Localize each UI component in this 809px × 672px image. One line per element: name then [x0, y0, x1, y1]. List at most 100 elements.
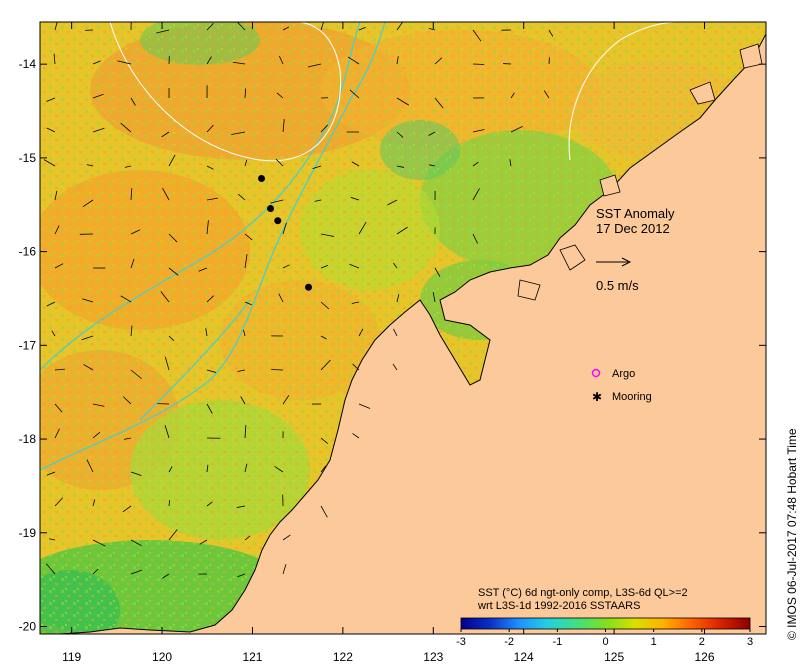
current-vector — [393, 262, 398, 269]
current-vector — [396, 22, 404, 31]
current-vector — [51, 330, 56, 337]
current-vector — [231, 131, 246, 135]
current-vector — [510, 92, 515, 99]
current-vector — [162, 573, 170, 579]
current-vector — [244, 301, 252, 306]
map-title-line1: SST Anomaly — [596, 206, 675, 221]
current-vector — [548, 29, 554, 37]
current-vector — [92, 539, 106, 547]
colorbar-tick-label: -1 — [552, 636, 562, 648]
plot-frame — [39, 21, 767, 635]
current-vector — [206, 369, 217, 373]
argo-legend-label: Argo — [612, 368, 635, 380]
current-vector — [43, 159, 56, 167]
y-tick-label: -16 — [19, 245, 37, 259]
mooring-marker — [267, 205, 275, 213]
current-vector — [349, 89, 360, 99]
x-tick-label: 122 — [333, 650, 353, 664]
colorbar-tick-label: -3 — [456, 636, 466, 648]
current-vector — [168, 466, 173, 473]
current-vector — [320, 22, 324, 31]
current-vector — [244, 535, 251, 541]
current-vector — [86, 164, 94, 167]
current-vector — [168, 154, 176, 167]
current-vector — [428, 27, 436, 31]
x-tick-label: 121 — [242, 650, 262, 664]
current-vector — [198, 267, 208, 272]
current-vector — [351, 301, 360, 304]
current-vector — [350, 197, 360, 201]
current-vector — [54, 22, 58, 31]
sst-map-area — [40, 22, 766, 634]
bathymetry-contours — [40, 22, 386, 471]
current-vector — [120, 295, 132, 303]
coastal-islands — [517, 43, 763, 301]
current-vector — [92, 431, 101, 439]
current-vector — [347, 56, 360, 65]
current-vector — [130, 471, 142, 476]
current-vector — [472, 188, 480, 201]
current-vector — [206, 124, 214, 133]
current-vector — [81, 335, 94, 341]
current-vector — [274, 465, 284, 473]
credit-text: © IMOS 06-Jul-2017 07:48 Hobart Time — [785, 428, 799, 640]
current-vector — [168, 529, 178, 541]
current-vector — [237, 369, 246, 372]
current-vector — [206, 220, 209, 235]
current-vector — [387, 199, 398, 206]
current-vector — [320, 335, 327, 340]
current-vector — [282, 564, 287, 575]
current-vector — [396, 165, 405, 168]
current-vector — [240, 396, 246, 405]
current-vector — [320, 437, 328, 444]
current-vector — [358, 328, 364, 337]
current-vector — [396, 131, 404, 138]
current-vector — [54, 368, 65, 371]
current-vector — [46, 127, 56, 133]
current-vector — [120, 122, 132, 133]
current-vector — [320, 505, 328, 518]
current-vector — [434, 97, 444, 109]
current-vector — [276, 92, 284, 99]
current-vector — [206, 464, 209, 473]
current-vector — [278, 55, 284, 65]
current-vector — [92, 499, 96, 507]
current-vector — [320, 465, 327, 473]
current-vector — [238, 193, 246, 201]
colorbar-title-line1: SST (°C) 6d ngt-only comp, L3S-6d QL>=2 — [478, 587, 688, 599]
current-vector — [472, 233, 478, 244]
current-vector — [130, 258, 135, 269]
current-vector — [206, 56, 212, 65]
current-vector — [164, 356, 170, 371]
x-tick-label: 120 — [152, 650, 172, 664]
current-vector — [45, 563, 56, 575]
current-vector — [307, 63, 322, 68]
colorbar: SST (°C) 6d ngt-only comp, L3S-6d QL>=2 … — [456, 587, 753, 648]
current-vector — [429, 164, 436, 167]
current-vector — [396, 56, 399, 65]
current-vector — [156, 29, 170, 34]
map-title-line2: 17 Dec 2012 — [596, 221, 670, 236]
colorbar-tick-label: 1 — [651, 636, 657, 648]
mooring-markers — [258, 175, 313, 291]
current-vector — [434, 57, 443, 65]
vector-scale-arrowhead — [621, 257, 632, 267]
current-vector — [82, 298, 94, 303]
current-vector — [46, 471, 56, 476]
current-vector — [206, 403, 213, 414]
current-vector — [168, 233, 178, 243]
white-contours — [109, 22, 681, 162]
current-vector — [160, 291, 170, 303]
current-vector — [130, 325, 133, 337]
current-vector — [54, 263, 64, 269]
argo-legend-marker — [591, 368, 601, 378]
current-vector — [428, 131, 436, 136]
current-vector — [282, 395, 290, 405]
current-vector — [320, 124, 328, 133]
current-vector — [46, 301, 56, 307]
current-vector — [472, 161, 479, 167]
current-vector — [282, 119, 285, 133]
x-tick-label: 126 — [695, 650, 715, 664]
x-tick-label: 119 — [62, 650, 81, 664]
